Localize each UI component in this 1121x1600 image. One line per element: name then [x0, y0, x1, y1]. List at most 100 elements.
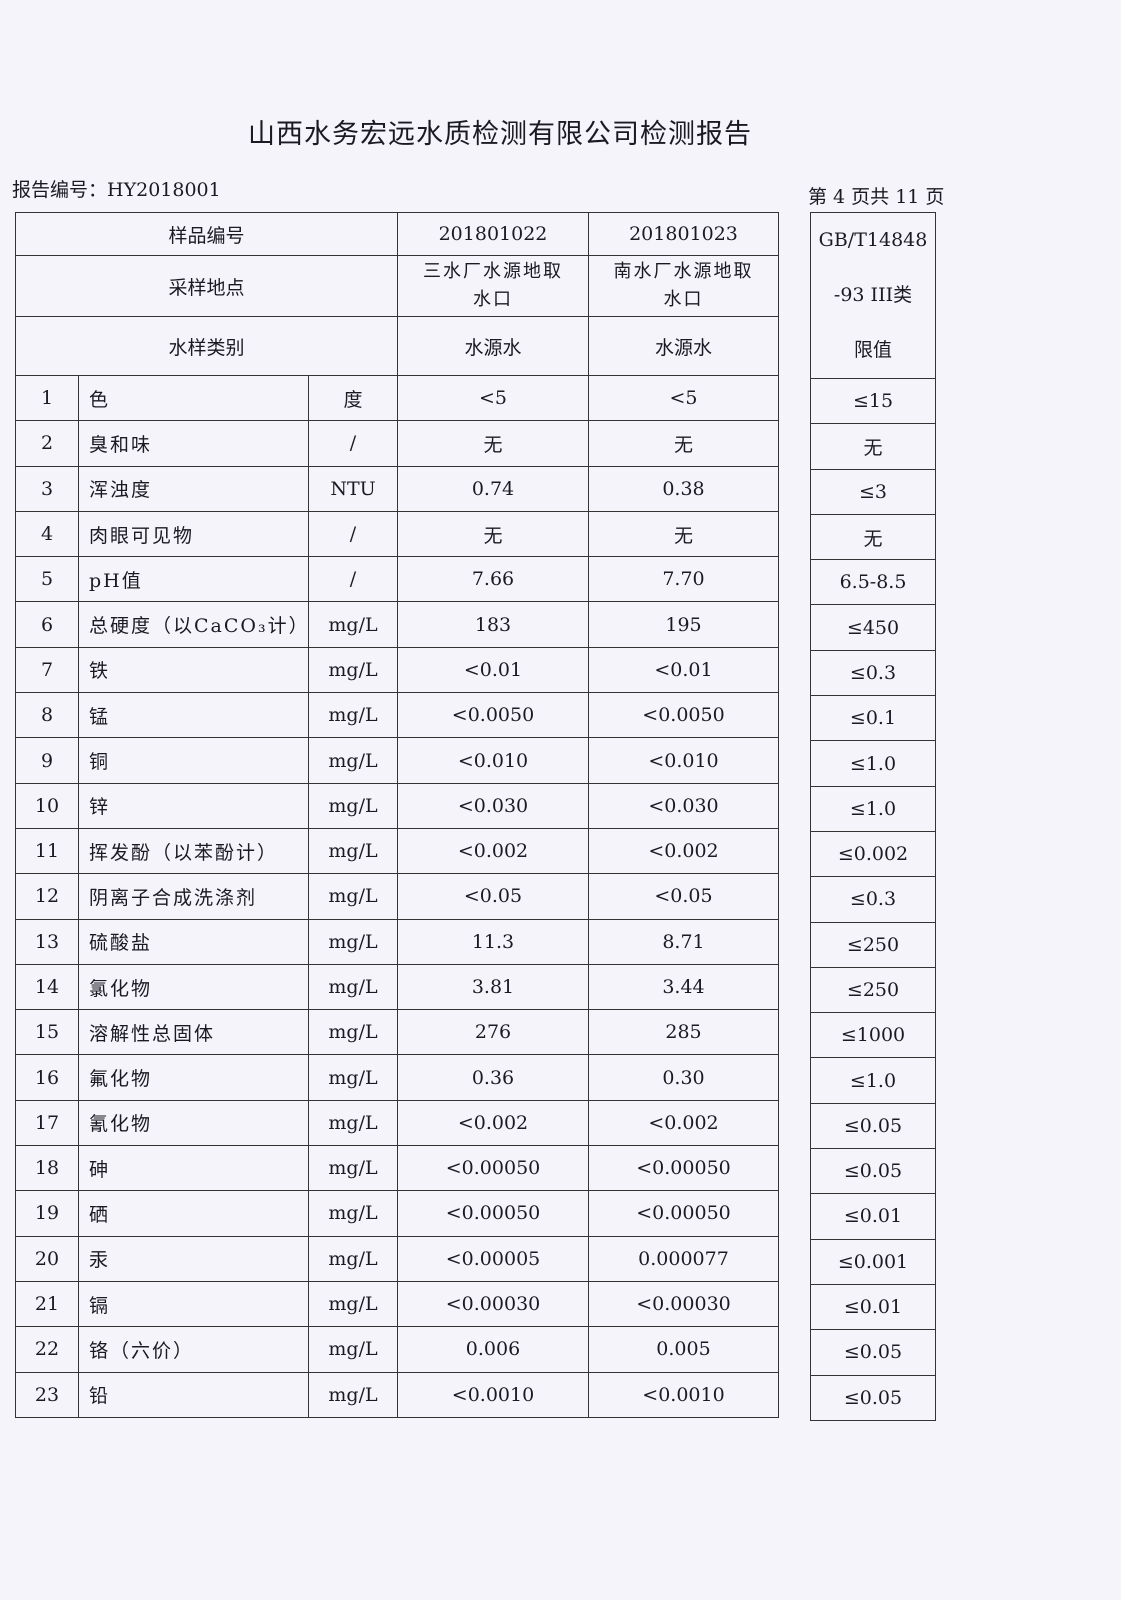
row-number: 18 [15, 1145, 79, 1192]
unit: mg/L [308, 918, 398, 965]
sample-1-value: 无 [397, 420, 589, 467]
sample-no-label: 样品编号 [15, 212, 398, 256]
item-name: 阴离子合成洗涤剂 [78, 873, 309, 920]
limit-row: ≤0.3 [810, 649, 936, 697]
item-name: pH值 [78, 556, 309, 603]
row-number: 9 [15, 737, 79, 784]
sample-1-location-line1: 三水厂水源地取 [423, 261, 563, 282]
item-name: 汞 [78, 1235, 309, 1282]
unit: 度 [308, 374, 398, 422]
row-number: 3 [15, 465, 79, 512]
row-number: 17 [15, 1099, 79, 1147]
sample-2-value: 7.70 [588, 556, 779, 603]
item-name: 铜 [78, 737, 309, 784]
sample-1-value: 0.006 [397, 1326, 589, 1373]
row-number: 4 [15, 510, 79, 558]
item-name: 砷 [78, 1145, 309, 1192]
table-row: 7 铁 mg/L <0.01 <0.01 [15, 646, 779, 694]
table-row: 5 pH值/7.66 7.70 [15, 556, 779, 603]
table-row: 11 挥发酚（以苯酚计） mg/L <0.002 <0.002 [15, 827, 779, 875]
table-row: 10 锌 mg/L <0.030 <0.030 [15, 782, 779, 829]
unit: mg/L [308, 1009, 398, 1056]
sample-1-value: <0.00050 [397, 1190, 589, 1237]
type-label: 水样类别 [15, 316, 398, 376]
sample-2-value: 0.38 [588, 465, 779, 512]
limit-row: ≤0.01 [810, 1193, 936, 1240]
unit: mg/L [308, 1371, 398, 1418]
limit-header-row: GB/T14848 -93 III类 限值 [810, 212, 936, 379]
limit-value: ≤3 [810, 468, 936, 515]
limit-value: ≤0.01 [810, 1283, 936, 1331]
limit-value: 无 [810, 423, 936, 470]
sample-2-value: <0.030 [588, 782, 779, 829]
item-name: 氰化物 [78, 1099, 309, 1147]
limit-value: ≤1.0 [810, 785, 936, 832]
results-table: 样品编号 201801022 201801023 采样地点 三水厂水源地取 水口 … [15, 212, 779, 1418]
location-label: 采样地点 [15, 255, 398, 317]
sample-2-value: <0.010 [588, 737, 779, 784]
limit-value: ≤0.001 [810, 1238, 936, 1285]
unit: mg/L [308, 827, 398, 875]
sample-2-value: 3.44 [588, 963, 779, 1011]
limit-row: ≤0.01 [810, 1283, 936, 1331]
limit-value: 6.5-8.5 [810, 559, 936, 606]
sample-2-value: 0.005 [588, 1326, 779, 1373]
sample-1-value: 0.74 [397, 465, 589, 512]
item-name: 浑浊度 [78, 465, 309, 512]
sample-1-value: <0.030 [397, 782, 589, 829]
table-row: 2 臭和味 / 无无 [15, 420, 779, 467]
sample-1-value: <0.002 [397, 827, 589, 875]
row-number: 16 [15, 1054, 79, 1101]
limit-value: ≤0.01 [810, 1193, 936, 1240]
row-number: 10 [15, 782, 79, 829]
sample-1-location: 三水厂水源地取 水口 [397, 255, 589, 317]
sample-2-value: 无 [588, 420, 779, 467]
table-row: 6 总硬度（以CaCO₃计） mg/L 183 195 [15, 601, 779, 648]
limit-row: ≤250 [810, 921, 936, 968]
limit-row: ≤450 [810, 604, 936, 651]
row-number: 22 [15, 1326, 79, 1373]
limit-row: ≤0.05 [810, 1374, 936, 1421]
unit: mg/L [308, 782, 398, 829]
item-name: 铬（六价） [78, 1326, 309, 1373]
unit: mg/L [308, 1235, 398, 1282]
report-number: 报告编号：HY2018001 [12, 179, 221, 201]
item-name: 硫酸盐 [78, 918, 309, 965]
table-row: 14 氯化物 mg/L 3.81 3.44 [15, 963, 779, 1011]
sample-1-type: 水源水 [397, 316, 589, 376]
item-name: 肉眼可见物 [78, 510, 309, 558]
sample-2-value: 0.000077 [588, 1235, 779, 1282]
sample-2-value: <0.002 [588, 827, 779, 875]
sample-1-value: 11.3 [397, 918, 589, 965]
limit-row: ≤1.0 [810, 1057, 936, 1104]
unit: mg/L [308, 1054, 398, 1101]
row-number: 14 [15, 963, 79, 1011]
item-name: 镉 [78, 1280, 309, 1328]
row-number: 1 [15, 374, 79, 422]
sample-2-value: 8.71 [588, 918, 779, 965]
sample-2-value: 0.30 [588, 1054, 779, 1101]
standard-header: GB/T14848 -93 III类 限值 [810, 212, 936, 379]
limit-value: ≤1000 [810, 1012, 936, 1059]
limit-table: GB/T14848 -93 III类 限值 ≤15 无 ≤3 无 6.5-8.5 ≤450… [810, 212, 936, 1421]
unit: mg/L [308, 963, 398, 1011]
sample-1-value: <0.00030 [397, 1280, 589, 1328]
page-number: 第 4 页共 11 页 [808, 186, 945, 208]
table-row: 3 浑浊度 NTU 0.74 0.38 [15, 465, 779, 512]
table-row: 20 汞 mg/L <0.00005 0.000077 [15, 1235, 779, 1282]
limit-value: ≤0.002 [810, 830, 936, 878]
sample-1-value: 3.81 [397, 963, 589, 1011]
limit-value: ≤0.05 [810, 1102, 936, 1150]
row-number: 19 [15, 1190, 79, 1237]
item-name: 铁 [78, 646, 309, 694]
item-name: 溶解性总固体 [78, 1009, 309, 1056]
limit-value: ≤250 [810, 966, 936, 1014]
sample-2-value: 285 [588, 1009, 779, 1056]
item-name: 挥发酚（以苯酚计） [78, 827, 309, 875]
unit: mg/L [308, 737, 398, 784]
limit-value: ≤15 [810, 377, 936, 425]
row-number: 2 [15, 420, 79, 467]
sample-2-location-line1: 南水厂水源地取 [613, 261, 754, 282]
unit: / [308, 510, 398, 558]
table-row: 1 色度 <5 <5 [15, 374, 779, 422]
